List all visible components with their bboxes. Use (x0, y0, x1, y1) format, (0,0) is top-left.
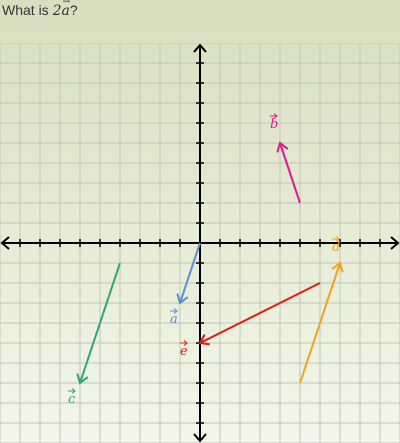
question-vector: a (62, 0, 71, 20)
y-axis-arrow-up (193, 43, 207, 53)
vector-b-label-arrow (270, 113, 278, 119)
vector-e-shaft (199, 282, 321, 344)
vector-e-label: e (180, 344, 188, 359)
vector-c-label-arrow (68, 388, 76, 394)
vector-grid[interactable]: a b c d e (0, 43, 400, 443)
x-axis-arrow-right (390, 236, 400, 250)
vector-c-label: c (68, 392, 76, 407)
question-coefficient: 2 (52, 3, 62, 19)
vector-e-arrowhead (198, 334, 210, 346)
vector-d[interactable]: d (299, 236, 344, 384)
vector-d-label-arrow (332, 236, 340, 242)
vector-d-shaft (299, 262, 341, 384)
vector-e[interactable]: e (180, 282, 321, 359)
vector-b[interactable]: b (270, 113, 301, 204)
vector-a[interactable]: a (170, 242, 201, 327)
question-text: What is 2a? (2, 0, 78, 20)
vector-a-label-arrow (170, 308, 178, 314)
vector-b-arrowhead (276, 141, 289, 153)
x-axis-arrow-left (0, 236, 10, 250)
question-prefix: What is (2, 2, 53, 18)
vector-a-arrowhead (176, 293, 189, 305)
y-axis-arrow-down (193, 433, 207, 443)
vector-b-label: b (270, 117, 278, 132)
vector-c-arrowhead (76, 373, 89, 385)
vector-d-label: d (332, 240, 340, 255)
vector-b-shaft (279, 142, 301, 204)
vector-c[interactable]: c (68, 262, 121, 407)
vector-e-label-arrow (180, 340, 188, 346)
question-suffix: ? (69, 2, 78, 18)
vector-a-label: a (170, 312, 178, 327)
vector-a-shaft (179, 242, 201, 304)
vector-c-shaft (79, 262, 121, 384)
vector-d-arrowhead (331, 261, 344, 273)
vectors: a b c d e (68, 113, 344, 407)
